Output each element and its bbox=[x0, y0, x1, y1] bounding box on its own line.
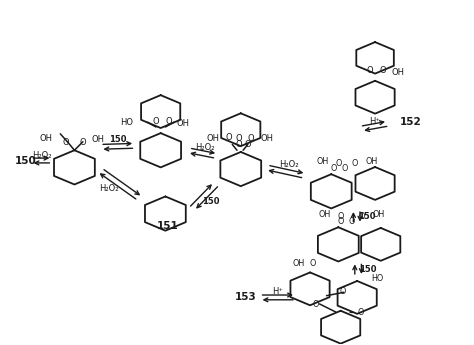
Text: O: O bbox=[379, 66, 386, 75]
Text: OH: OH bbox=[40, 134, 53, 143]
Text: H₂O₂: H₂O₂ bbox=[32, 151, 51, 160]
Text: O: O bbox=[340, 287, 346, 296]
Text: O: O bbox=[352, 159, 358, 168]
Text: H⁺: H⁺ bbox=[272, 287, 283, 296]
Text: O: O bbox=[341, 164, 347, 172]
Text: OH: OH bbox=[365, 157, 377, 166]
Text: OH: OH bbox=[260, 134, 273, 143]
Text: O: O bbox=[359, 212, 365, 221]
Text: H⁺: H⁺ bbox=[369, 117, 380, 126]
Text: 150: 150 bbox=[202, 197, 220, 206]
Text: 152: 152 bbox=[400, 117, 421, 127]
Text: 150: 150 bbox=[358, 212, 375, 221]
Text: O: O bbox=[235, 134, 242, 143]
Text: O: O bbox=[245, 140, 252, 149]
Text: OH: OH bbox=[318, 210, 330, 219]
Text: O: O bbox=[248, 134, 255, 143]
Text: H₂O₂: H₂O₂ bbox=[99, 185, 118, 194]
Text: OH: OH bbox=[207, 134, 220, 143]
Text: OH: OH bbox=[391, 68, 404, 77]
Text: O: O bbox=[313, 300, 319, 309]
Text: H₂O₂: H₂O₂ bbox=[279, 160, 299, 169]
Text: O: O bbox=[153, 117, 159, 126]
Text: O: O bbox=[337, 212, 344, 221]
Text: H₂O₂: H₂O₂ bbox=[195, 143, 215, 152]
Text: 150: 150 bbox=[109, 136, 127, 145]
Text: OH: OH bbox=[317, 157, 329, 166]
Text: O: O bbox=[80, 138, 86, 147]
Text: O: O bbox=[366, 66, 373, 75]
Text: O: O bbox=[309, 259, 316, 268]
Text: O: O bbox=[330, 164, 337, 172]
Text: 153: 153 bbox=[235, 293, 256, 303]
Text: OH: OH bbox=[372, 210, 384, 219]
Text: HO: HO bbox=[371, 274, 383, 283]
Text: 150: 150 bbox=[359, 265, 377, 274]
Text: O: O bbox=[226, 133, 232, 142]
Text: HO: HO bbox=[120, 118, 133, 127]
Text: O: O bbox=[166, 117, 173, 126]
Text: 150: 150 bbox=[15, 156, 36, 166]
Text: O: O bbox=[235, 140, 242, 149]
Text: OH: OH bbox=[292, 259, 304, 268]
Text: 151: 151 bbox=[156, 221, 178, 231]
Text: O: O bbox=[63, 138, 69, 147]
Text: OH: OH bbox=[91, 135, 104, 144]
Text: OH: OH bbox=[177, 119, 190, 128]
Text: O: O bbox=[357, 308, 364, 317]
Text: O: O bbox=[348, 217, 355, 226]
Text: O: O bbox=[337, 217, 344, 226]
Text: O: O bbox=[335, 159, 341, 168]
